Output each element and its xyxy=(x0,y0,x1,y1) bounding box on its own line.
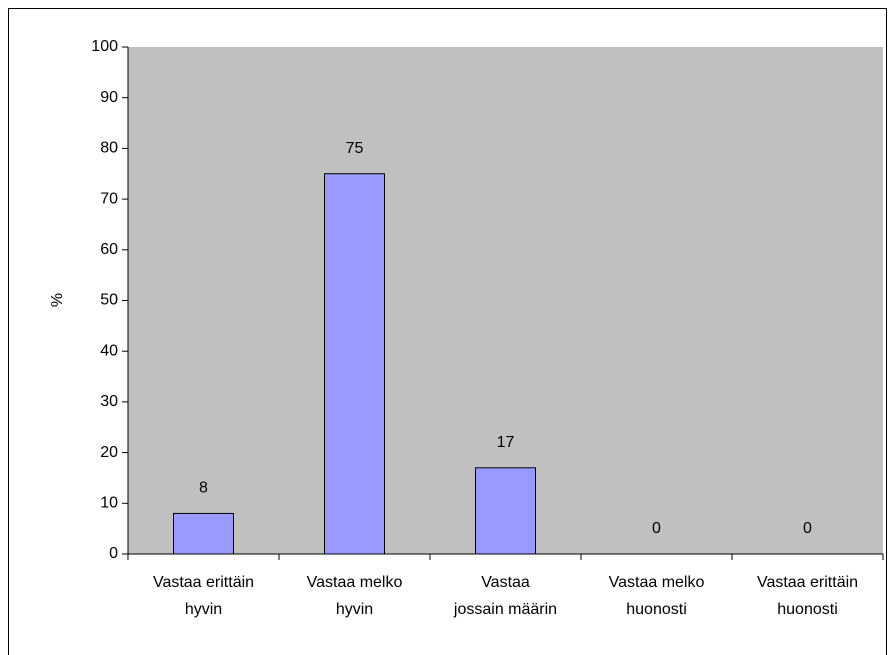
y-tick-label: 90 xyxy=(100,89,118,106)
y-tick-label: 10 xyxy=(100,495,118,512)
data-label: 17 xyxy=(497,434,515,451)
y-tick-label: 70 xyxy=(100,190,118,207)
y-tick-label: 50 xyxy=(100,292,118,309)
y-tick-label: 80 xyxy=(100,140,118,157)
x-tick-label: huonosti xyxy=(777,601,838,618)
x-tick-label: Vastaa melko xyxy=(307,574,403,591)
x-tick-label: Vastaa erittäin xyxy=(757,574,858,591)
x-tick-label: Vastaa melko xyxy=(609,574,705,591)
y-tick-label: 0 xyxy=(109,545,118,562)
data-label: 0 xyxy=(803,520,812,537)
x-tick-label: Vastaa erittäin xyxy=(153,574,254,591)
data-label: 8 xyxy=(199,480,208,497)
bar xyxy=(324,173,385,555)
y-tick-label: 60 xyxy=(100,241,118,258)
bar xyxy=(173,512,234,555)
y-tick-label: 30 xyxy=(100,393,118,410)
x-tick-label: Vastaa xyxy=(481,574,530,591)
x-tick-label: hyvin xyxy=(336,601,373,618)
y-axis-label: % xyxy=(49,293,66,307)
y-tick-label: 40 xyxy=(100,342,118,359)
x-tick-label: jossain määrin xyxy=(453,601,557,618)
x-tick-label: huonosti xyxy=(626,601,687,618)
x-tick-label: hyvin xyxy=(185,601,222,618)
data-label: 0 xyxy=(652,520,661,537)
y-tick-label: 20 xyxy=(100,444,118,461)
data-label: 75 xyxy=(346,140,364,157)
y-tick-label: 100 xyxy=(91,38,118,55)
bar xyxy=(475,467,536,555)
